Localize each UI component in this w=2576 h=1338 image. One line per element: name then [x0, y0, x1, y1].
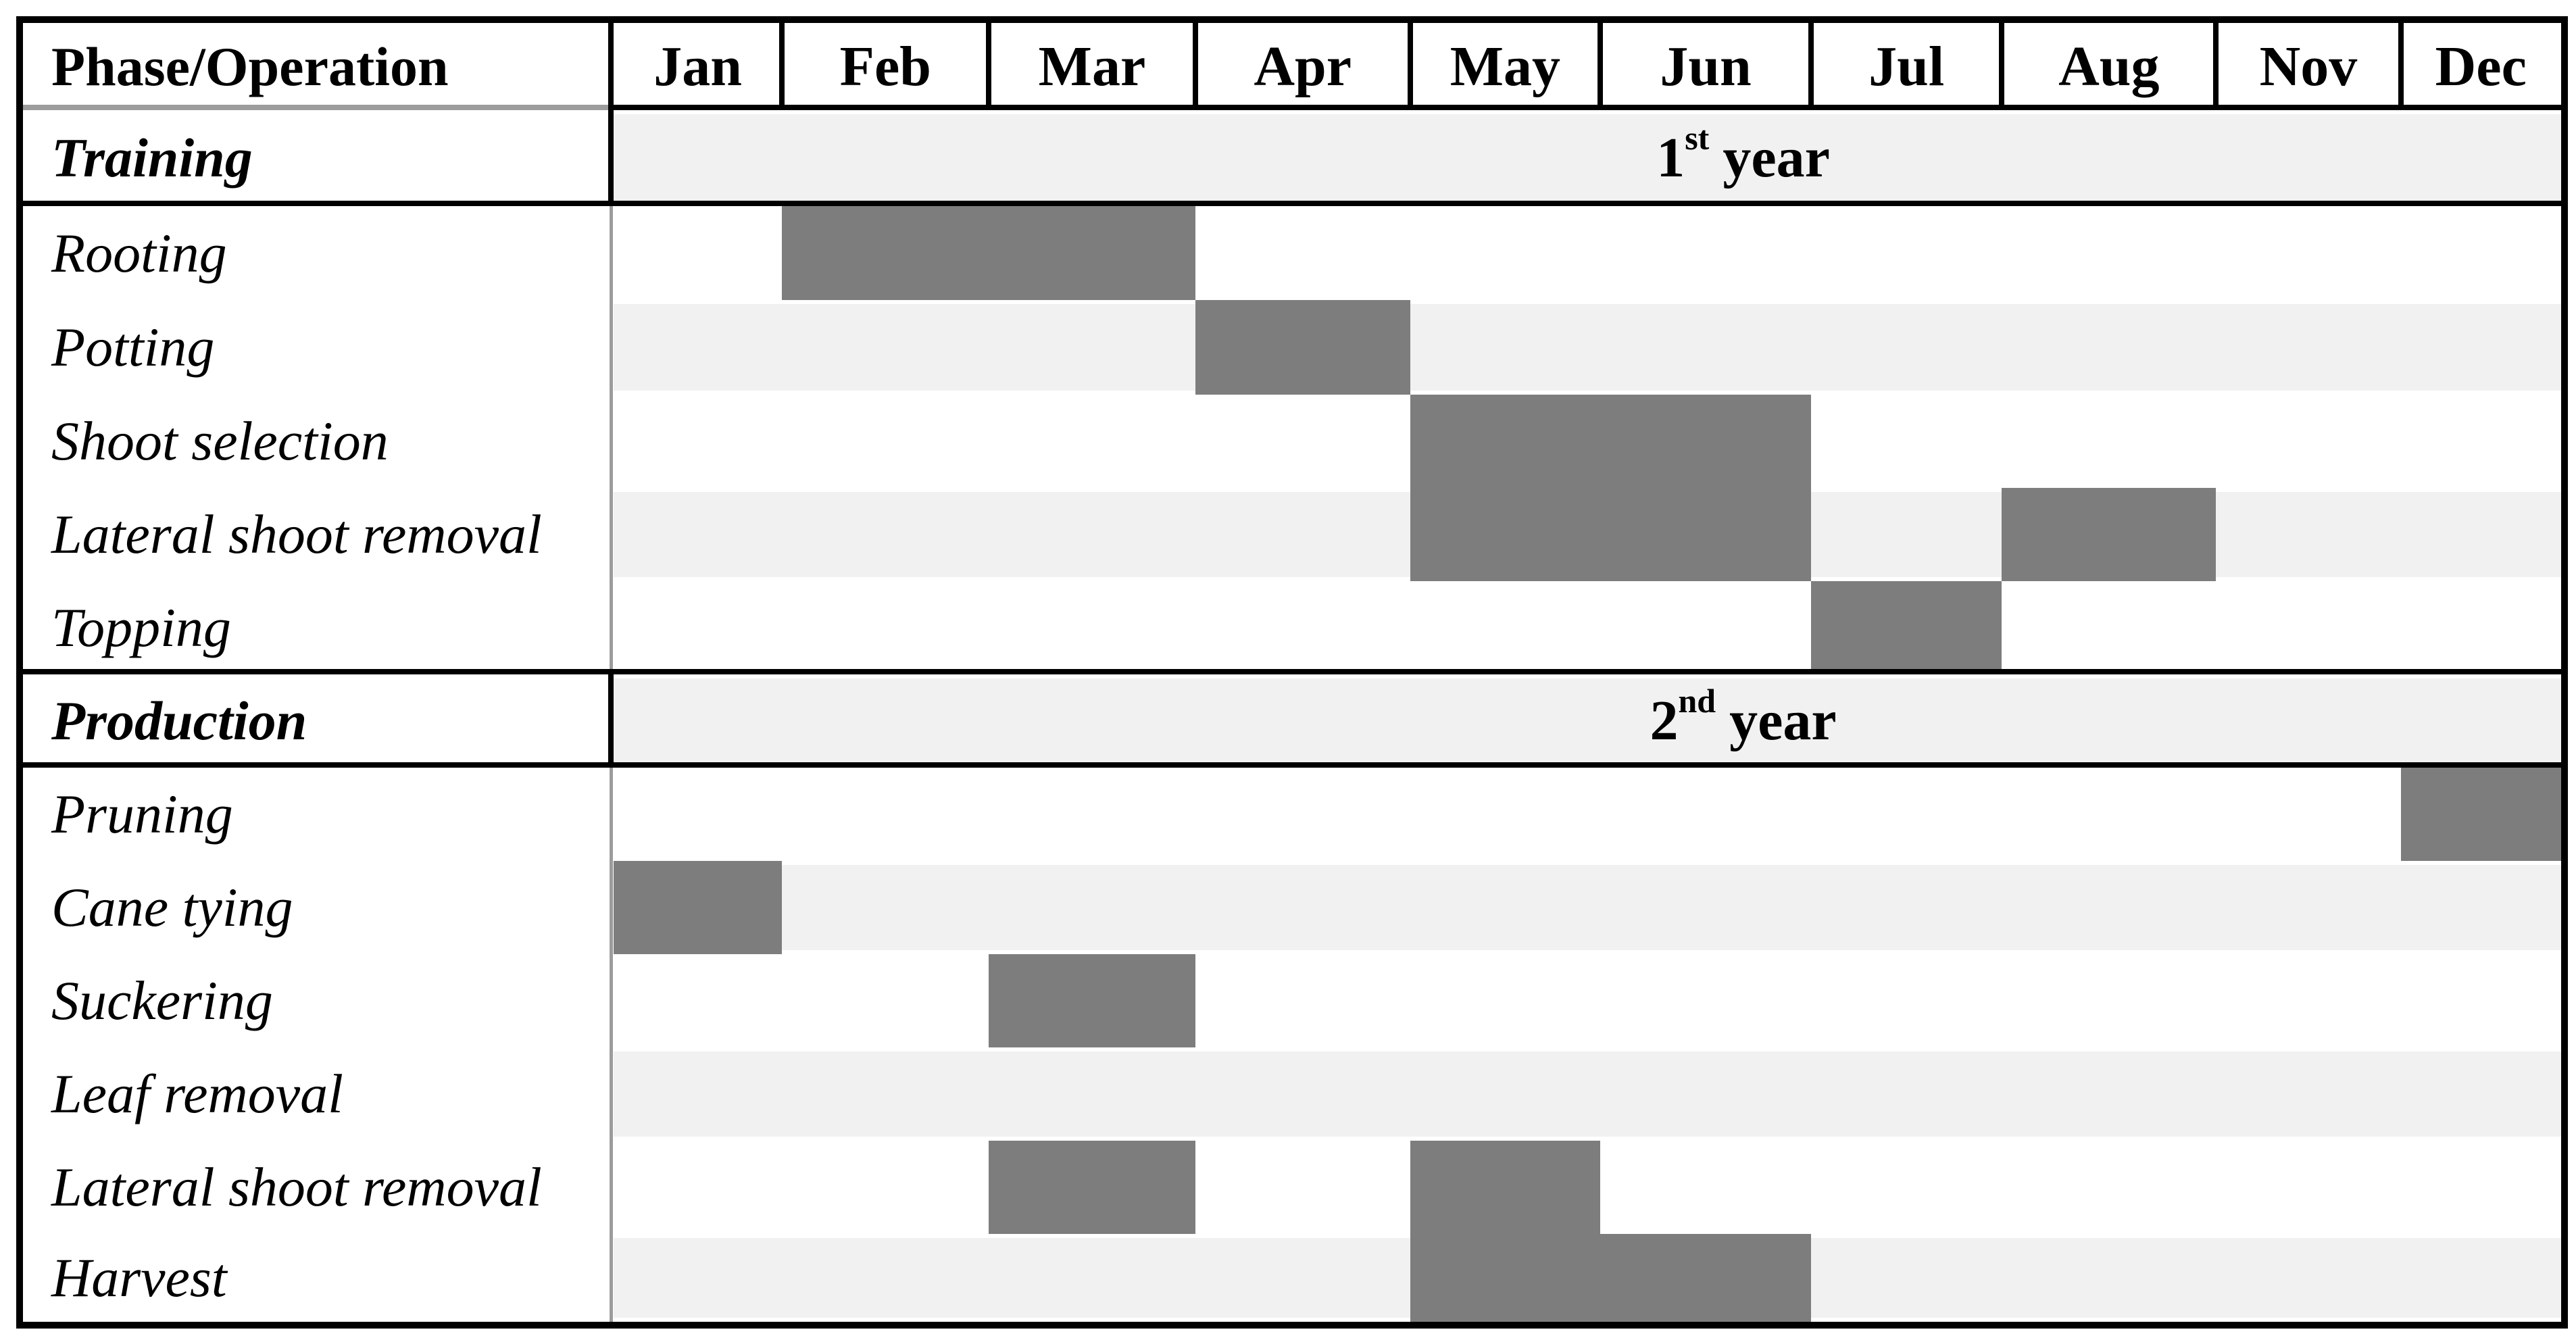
month-header-dec: Dec: [2435, 34, 2527, 98]
bar-training-potting-apr: [1195, 300, 1410, 395]
month-header-jul: Jul: [1868, 34, 1945, 98]
month-header-jun: Jun: [1660, 34, 1752, 98]
row-training-lateral-shoot-removal: Lateral shoot removal: [23, 488, 2561, 581]
row-band: [614, 865, 2561, 950]
months-area-training-rooting: [614, 206, 2561, 300]
schedule-table: Phase/Operation Jan Feb Mar Apr May Jun Jul Aug…: [16, 16, 2568, 1329]
months-area-production-harvest: [614, 1234, 2561, 1322]
month-header-feb: Feb: [839, 34, 931, 98]
bar-production-cane-tying-jan: [614, 861, 783, 954]
month-separator: [1407, 23, 1413, 110]
header-row: Phase/Operation Jan Feb Mar Apr May Jun Jul Aug…: [23, 23, 2561, 110]
month-header-may: May: [1450, 34, 1561, 98]
months-area-production-cane-tying: [614, 861, 2561, 954]
month-header-aug: Aug: [2058, 34, 2160, 98]
month-separator: [986, 23, 992, 110]
month-separator: [1192, 23, 1198, 110]
month-header-mar: Mar: [1038, 34, 1146, 98]
month-header-nov: Nov: [2259, 34, 2358, 98]
label-training: Training: [23, 110, 614, 206]
bar-training-lateral-shoot-removal-may-jun: [1410, 488, 1812, 581]
months-area-production-suckering: [614, 954, 2561, 1047]
row-band: [614, 678, 2561, 764]
months-area-production-leaf-removal: [614, 1047, 2561, 1141]
row-training-topping: Topping: [23, 581, 2561, 674]
months-area-training-topping: [614, 581, 2561, 674]
month-header-apr: Apr: [1254, 34, 1352, 98]
label-production-pruning: Pruning: [23, 768, 614, 861]
label-production-harvest: Harvest: [23, 1234, 614, 1322]
row-production-leaf-removal: Leaf removal: [23, 1047, 2561, 1141]
label-training-topping: Topping: [23, 581, 614, 674]
month-header-jan: Jan: [653, 34, 742, 98]
months-area-training-shoot-selection: [614, 395, 2561, 488]
bar-training-rooting-feb-mar: [782, 206, 1195, 300]
bar-production-lateral-shoot-removal-mar: [989, 1141, 1195, 1234]
bar-training-topping-jul: [1811, 581, 2002, 674]
month-separator: [1808, 23, 1814, 110]
row-training-shoot-selection: Shoot selection: [23, 395, 2561, 488]
bar-production-suckering-mar: [989, 954, 1195, 1047]
label-production-suckering: Suckering: [23, 954, 614, 1047]
month-separator: [779, 23, 785, 110]
label-training-rooting: Rooting: [23, 206, 614, 300]
row-production-harvest: Harvest: [23, 1234, 2561, 1322]
months-area-production-lateral-shoot-removal: [614, 1141, 2561, 1234]
months-area-training-potting: [614, 300, 2561, 395]
row-training-rooting: Rooting: [23, 206, 2561, 300]
month-separator: [1999, 23, 2005, 110]
label-production-lateral-shoot-removal: Lateral shoot removal: [23, 1141, 614, 1234]
row-band: [614, 304, 2561, 391]
month-separator: [2213, 23, 2219, 110]
row-production-pruning: Pruning: [23, 768, 2561, 861]
month-separator: [2398, 23, 2404, 110]
bar-training-lateral-shoot-removal-aug: [2002, 488, 2216, 581]
bar-production-pruning-dec: [2400, 768, 2561, 861]
bar-production-lateral-shoot-removal-may: [1410, 1141, 1601, 1234]
month-header-cells: Jan Feb Mar Apr May Jun Jul Aug Nov Dec: [614, 23, 2561, 110]
row-production-lateral-shoot-removal: Lateral shoot removal: [23, 1141, 2561, 1234]
row-band: [614, 114, 2561, 202]
row-band: [614, 1051, 2561, 1137]
row-production-suckering: Suckering: [23, 954, 2561, 1047]
label-production: Production: [23, 674, 614, 768]
label-training-shoot-selection: Shoot selection: [23, 395, 614, 488]
month-separator: [1597, 23, 1604, 110]
label-training-potting: Potting: [23, 300, 614, 395]
months-area-training-lateral-shoot-removal: [614, 488, 2561, 581]
phase-operation-header: Phase/Operation: [23, 23, 614, 110]
bar-production-harvest-may-jun: [1410, 1234, 1812, 1322]
row-production-cane-tying: Cane tying: [23, 861, 2561, 954]
row-training-potting: Potting: [23, 300, 2561, 395]
label-production-cane-tying: Cane tying: [23, 861, 614, 954]
table-grid: Phase/Operation Jan Feb Mar Apr May Jun Jul Aug…: [23, 23, 2561, 1322]
label-training-lateral-shoot-removal: Lateral shoot removal: [23, 488, 614, 581]
label-production-leaf-removal: Leaf removal: [23, 1047, 614, 1141]
months-area-production-pruning: [614, 768, 2561, 861]
bar-training-shoot-selection-may-jun: [1410, 395, 1812, 488]
